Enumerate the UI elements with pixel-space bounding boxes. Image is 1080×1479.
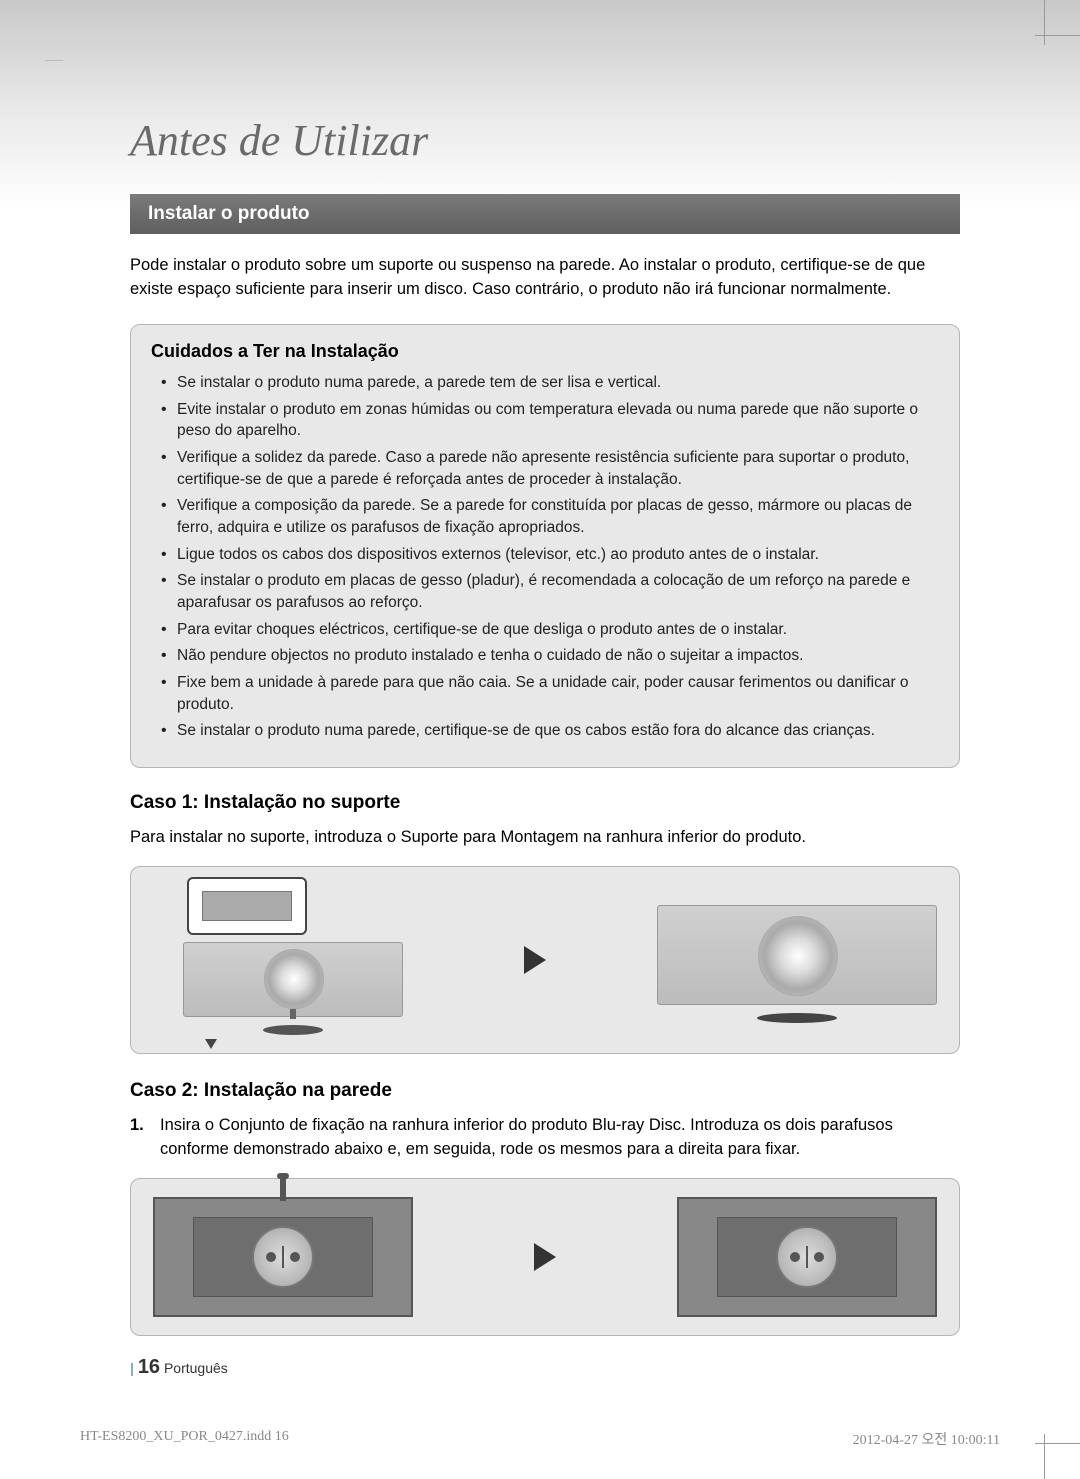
footer-bar: |: [130, 1360, 134, 1376]
section-heading: Instalar o produto: [130, 194, 960, 234]
care-item: Verifique a solidez da parede. Caso a pa…: [165, 447, 939, 490]
stand-base-icon: [757, 1013, 837, 1023]
page-title: Antes de Utilizar: [130, 115, 960, 166]
figure-wall-mount-before: [153, 1197, 413, 1317]
care-list: Se instalar o produto numa parede, a par…: [151, 372, 939, 742]
content-area: Antes de Utilizar Instalar o produto Pod…: [0, 0, 1080, 1336]
figure-case2: [130, 1178, 960, 1336]
device-icon: [183, 942, 403, 1017]
print-timestamp: 2012-04-27 오전 10:00:11: [853, 1429, 1000, 1449]
disc-icon: [264, 949, 324, 1009]
care-item: Ligue todos os cabos dos dispositivos ex…: [165, 544, 939, 566]
figure-device-stand-insert: [153, 885, 413, 1035]
care-item: Para evitar choques eléctricos, certifiq…: [165, 619, 939, 641]
crop-mark: [1044, 1434, 1045, 1479]
figure-case1: [130, 866, 960, 1054]
arrow-right-icon: [534, 1243, 556, 1271]
callout-box: [187, 877, 307, 935]
care-item: Se instalar o produto numa parede, certi…: [165, 720, 939, 742]
care-item: Não pendure objectos no produto instalad…: [165, 645, 939, 667]
case1-text: Para instalar no suporte, introduza o Su…: [130, 826, 960, 850]
intro-paragraph: Pode instalar o produto sobre um suporte…: [130, 254, 960, 302]
footer-language: Português: [164, 1360, 228, 1376]
page-footer: | 16 Português: [130, 1356, 228, 1379]
mount-bracket-icon: [252, 1226, 314, 1288]
crop-mark: [1035, 1443, 1080, 1444]
care-title: Cuidados a Ter na Instalação: [151, 341, 939, 362]
step-text: Insira o Conjunto de fixação na ranhura …: [160, 1114, 960, 1162]
case1-title: Caso 1: Instalação no suporte: [130, 792, 960, 814]
device-icon: [657, 905, 937, 1005]
manual-page: Antes de Utilizar Instalar o produto Pod…: [0, 0, 1080, 1479]
arrow-right-icon: [524, 946, 546, 974]
care-box: Cuidados a Ter na Instalação Se instalar…: [130, 324, 960, 768]
mount-bracket-icon: [776, 1226, 838, 1288]
screw-icon: [280, 1179, 286, 1201]
care-item: Fixe bem a unidade à parede para que não…: [165, 672, 939, 715]
care-item: Verifique a composição da parede. Se a p…: [165, 495, 939, 538]
case2-title: Caso 2: Instalação na parede: [130, 1080, 960, 1102]
stand-icon: [263, 1013, 323, 1035]
figure-wall-mount-after: [677, 1197, 937, 1317]
page-number: 16: [138, 1356, 160, 1378]
callout-arrow-icon: [205, 1039, 217, 1049]
step-number: 1.: [130, 1114, 160, 1162]
care-item: Evite instalar o produto em zonas húmida…: [165, 399, 939, 442]
disc-icon: [758, 916, 838, 996]
figure-device-on-stand: [657, 905, 937, 1015]
print-filename: HT-ES8200_XU_POR_0427.indd 16: [80, 1429, 289, 1449]
print-metadata: HT-ES8200_XU_POR_0427.indd 16 2012-04-27…: [80, 1429, 1000, 1449]
case2-step: 1. Insira o Conjunto de fixação na ranhu…: [130, 1114, 960, 1162]
care-item: Se instalar o produto numa parede, a par…: [165, 372, 939, 394]
care-item: Se instalar o produto em placas de gesso…: [165, 570, 939, 613]
